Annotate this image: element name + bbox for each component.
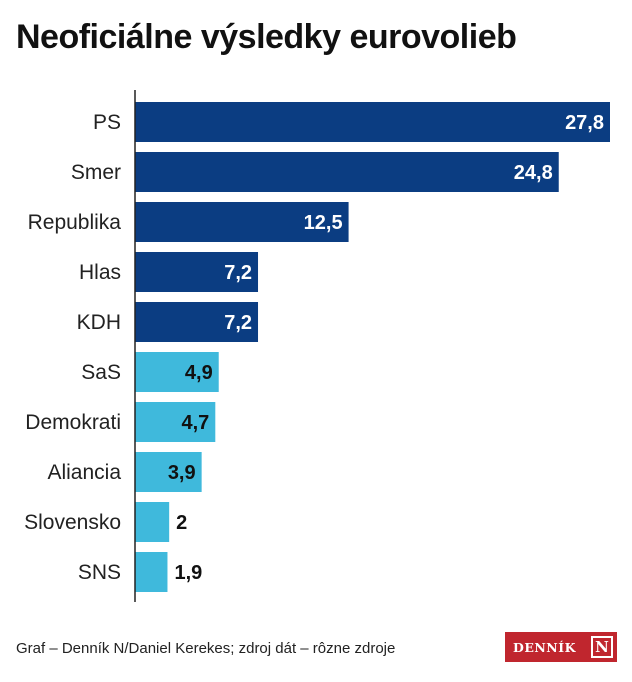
bar-demokrati — [135, 402, 216, 442]
category-label-demokrati: Demokrati — [25, 411, 121, 434]
value-label-demokrati: 4,7 — [181, 412, 209, 434]
logo-text: DENNÍK — [513, 639, 576, 655]
category-label-slovensko: Slovensko — [24, 511, 121, 534]
category-label-sas: SaS — [81, 361, 121, 384]
value-label-ps: 27,8 — [565, 112, 604, 134]
value-label-sas: 4,9 — [185, 362, 213, 384]
category-label-republika: Republika — [28, 211, 122, 234]
bar-slovensko — [135, 502, 170, 542]
value-label-hlas: 7,2 — [224, 262, 252, 284]
bar-ps — [135, 102, 610, 142]
logo-mark-icon: N — [591, 636, 613, 658]
value-label-smer: 24,8 — [514, 162, 553, 184]
bar-chart: PS 27,8 Smer 24,8 Republika 12,5 Hlas 7,2 KDH 7,2… — [24, 90, 610, 602]
category-label-hlas: Hlas — [79, 261, 121, 284]
category-label-aliancia: Aliancia — [47, 461, 121, 484]
bar-sns — [135, 552, 168, 592]
category-label-smer: Smer — [71, 161, 121, 184]
bar-sas — [135, 352, 219, 392]
bar-smer — [135, 152, 559, 192]
bar-kdh — [135, 302, 259, 342]
source-credit: Graf – Denník N/Daniel Kerekes; zdroj dá… — [16, 640, 396, 657]
bar-republika — [135, 202, 349, 242]
category-label-ps: PS — [93, 111, 121, 134]
category-label-kdh: KDH — [77, 311, 121, 334]
value-label-slovensko: 2 — [176, 512, 187, 534]
value-label-aliancia: 3,9 — [168, 462, 196, 484]
chart-title: Neoficiálne výsledky eurovolieb — [16, 18, 517, 56]
dennik-n-logo: DENNÍK N — [505, 632, 617, 662]
bar-aliancia — [135, 452, 202, 492]
category-label-sns: SNS — [78, 561, 121, 584]
bar-hlas — [135, 252, 259, 292]
value-label-republika: 12,5 — [304, 212, 343, 234]
value-label-kdh: 7,2 — [224, 312, 252, 334]
value-label-sns: 1,9 — [174, 562, 202, 584]
